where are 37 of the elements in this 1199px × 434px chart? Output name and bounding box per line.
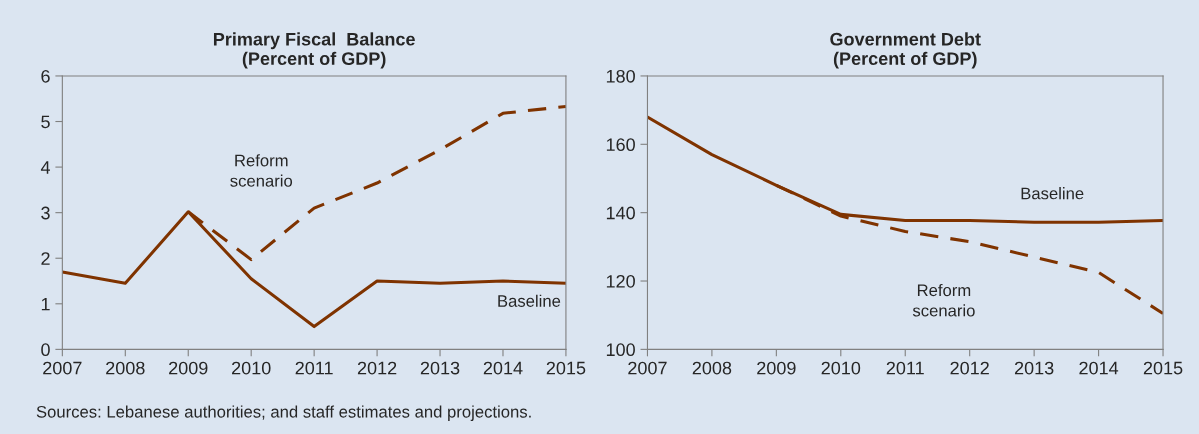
x-tick-label: 2009 — [169, 361, 208, 375]
series-label: Baseline — [498, 294, 561, 307]
y-tick-label: 100 — [606, 343, 635, 357]
series-label: Baseline — [1021, 187, 1084, 200]
y-tick-label: 160 — [606, 138, 635, 152]
x-tick-label: 2008 — [106, 361, 145, 375]
y-tick-label: 0 — [41, 343, 50, 357]
x-tick-label: 2013 — [1014, 361, 1054, 375]
y-tick-label: 140 — [606, 206, 635, 220]
series-label: Reform scenario — [230, 154, 293, 187]
y-tick-label: 6 — [41, 69, 50, 83]
x-tick-label: 2008 — [692, 361, 732, 375]
x-tick-label: 2007 — [43, 361, 82, 375]
y-tick-label: 120 — [606, 274, 635, 288]
y-tick-label: 3 — [41, 206, 50, 220]
y-tick-label: 180 — [606, 69, 635, 83]
y-tick-label: 2 — [41, 252, 50, 265]
x-tick-label: 2007 — [628, 361, 667, 375]
x-tick-label: 2015 — [546, 361, 586, 375]
x-tick-label: 2015 — [1143, 361, 1183, 375]
x-tick-label: 2014 — [1079, 361, 1119, 375]
x-tick-label: 2011 — [886, 361, 924, 375]
text: Reform scenario — [912, 283, 975, 317]
x-tick-label: 2014 — [483, 361, 523, 375]
x-tick-label: 2012 — [950, 361, 989, 375]
source-note: Sources: Lebanese authorities; and staff estimates and projections. — [36, 405, 531, 421]
x-tick-label: 2011 — [295, 361, 333, 375]
x-tick-label: 2012 — [357, 361, 397, 375]
chart-title: Primary Fiscal Balance (Percent of GDP) — [213, 32, 415, 69]
x-tick-label: 2009 — [757, 361, 796, 375]
y-tick-label: 5 — [41, 115, 50, 129]
y-tick-label: 4 — [40, 161, 51, 174]
x-tick-label: 2010 — [232, 361, 271, 375]
chart-title: Government Debt (Percent of GDP) — [830, 32, 981, 69]
x-tick-label: 2010 — [821, 361, 861, 375]
x-tick-label: 2013 — [420, 361, 460, 375]
y-tick-label: 1 — [41, 297, 50, 311]
